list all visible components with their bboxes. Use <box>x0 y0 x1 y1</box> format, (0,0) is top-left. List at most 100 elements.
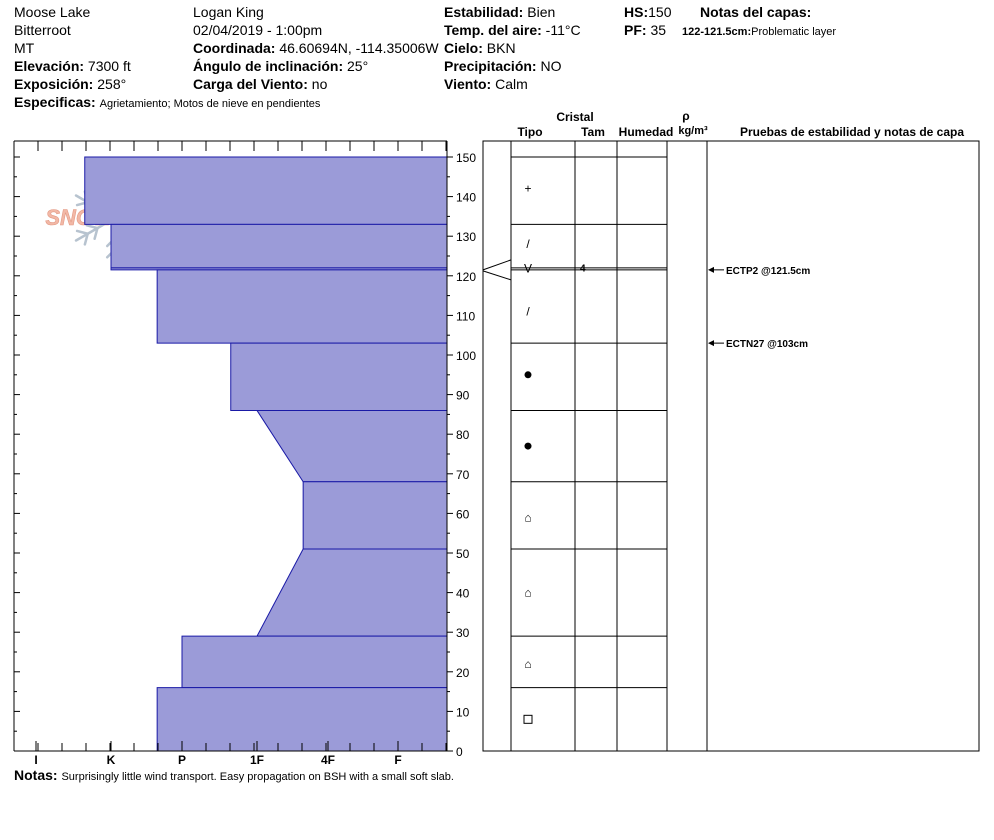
hardness-layer <box>302 481 448 550</box>
height-tick-label: 20 <box>456 666 470 680</box>
hardness-layer <box>156 687 448 752</box>
height-axis: 0 10 20 30 40 50 60 70 80 90 100 110 120 130 140 150 <box>446 141 476 759</box>
height-tick-label: 140 <box>456 191 476 205</box>
hardness-axis: I K P 1F 4F F <box>13 140 447 767</box>
test-label: ECTN27 @103cm <box>726 339 808 350</box>
flake-branch <box>85 224 99 230</box>
hardness-tick-label: F <box>394 753 401 767</box>
layer-note-text: Problematic layer <box>751 26 837 38</box>
coord-value: 46.60694N, -114.35006W <box>279 40 439 56</box>
height-tick-label: 130 <box>456 230 476 244</box>
crystal-symbol: V <box>524 262 532 276</box>
coordinates: Coordinada: 46.60694N, -114.35006W <box>193 40 439 56</box>
date-time: 02/04/2019 - 1:00pm <box>193 22 323 38</box>
crystal-symbol: ⌂ <box>524 586 531 600</box>
crystal-rounded-icon <box>524 442 532 450</box>
table-layer-lines <box>482 156 667 689</box>
penetration-foot: PF: 35 <box>624 22 666 38</box>
hs-value: 150 <box>648 4 672 20</box>
precip-value: NO <box>540 58 562 74</box>
type-header: Tipo <box>517 125 542 139</box>
wind: Viento: Calm <box>444 76 528 92</box>
exposure: Exposición: 258° <box>14 76 126 92</box>
exposure-label: Exposición: <box>14 76 94 92</box>
coord-label: Coordinada: <box>193 40 276 56</box>
height-tick-label: 40 <box>456 587 470 601</box>
precipitation: Precipitación: NO <box>444 58 561 74</box>
rho-header: ρ <box>682 109 689 123</box>
hardness-layer <box>181 635 448 689</box>
layer-notes-label: Notas del capas: <box>700 4 812 20</box>
state-name: MT <box>14 40 35 56</box>
tests-header: Pruebas de estabilidad y notas de capa <box>740 125 964 139</box>
crystal-header: Cristal <box>556 110 593 124</box>
flake-branch <box>83 232 89 246</box>
hardness-layer <box>84 156 448 225</box>
observer-name: Logan King <box>193 4 264 20</box>
stability-value: Bien <box>527 4 556 20</box>
hardness-layer <box>110 223 448 269</box>
notes: Notas: Surprisingly little wind transpor… <box>14 767 454 785</box>
height-tick-label: 0 <box>456 745 463 759</box>
notes-value: Surprisingly little wind transport. Easy… <box>61 771 454 783</box>
slope-label: Ángulo de inclinación: <box>193 58 344 74</box>
pf-label: PF: <box>624 22 647 38</box>
height-tick-label: 90 <box>456 389 470 403</box>
height-tick-label: 70 <box>456 468 470 482</box>
height-tick-label: 120 <box>456 270 476 284</box>
height-tick-label: 80 <box>456 428 470 442</box>
layer-note: 122-121.5cm:Problematic layer <box>682 24 836 40</box>
height-tick-label: 60 <box>456 507 470 521</box>
exposure-value: 258° <box>97 76 127 92</box>
moisture-header: Humedad <box>619 125 674 139</box>
crystal-symbol: / <box>526 237 530 251</box>
sky-label: Cielo: <box>444 40 483 56</box>
specifics: Especificas: Agrietamiento; Motos de nie… <box>14 94 320 112</box>
hardness-tick-label: I <box>34 753 37 767</box>
test-label: ECTP2 @121.5cm <box>726 266 810 277</box>
range-name: Bitterroot <box>14 22 71 38</box>
layer-note-range: 122-121.5cm: <box>682 26 752 38</box>
hardness-layer <box>230 342 448 411</box>
stability-tests: ECTP2 @121.5cm ECTN27 @103cm <box>708 266 810 350</box>
stability: Estabilidad: Bien <box>444 4 555 20</box>
wind-label: Viento: <box>444 76 492 92</box>
elevation-label: Elevación: <box>14 58 85 74</box>
location-name: Moose Lake <box>14 4 91 20</box>
slope-angle: Ángulo de inclinación: 25° <box>193 58 368 74</box>
crystal-symbol: / <box>526 304 530 318</box>
height-tick-label: 110 <box>456 309 475 323</box>
flake-branch <box>93 226 99 241</box>
air-temp-value: -11°C <box>545 22 581 38</box>
specifics-value: Agrietamiento; Motos de nieve en pendien… <box>99 98 321 110</box>
hardness-layer <box>156 269 448 344</box>
air-temp: Temp. del aire: -11°C <box>444 22 581 38</box>
height-tick-label: 10 <box>456 705 470 719</box>
hardness-tick-label: K <box>107 753 116 767</box>
notes-label: Notas: <box>14 767 58 783</box>
sky: Cielo: BKN <box>444 40 516 56</box>
test-arrow-icon <box>708 266 714 273</box>
layer-table <box>482 140 980 752</box>
connector-line <box>482 259 512 271</box>
hardness-tick-label: P <box>178 753 186 767</box>
sky-value: BKN <box>486 40 516 56</box>
stability-label: Estabilidad: <box>444 4 524 20</box>
connector-line <box>482 270 512 281</box>
crystal-symbol: ⌂ <box>524 657 531 671</box>
crystal-symbols: + / V 4 / ⌂ ⌂ ⌂ <box>523 182 586 724</box>
crystal-symbol: + <box>524 182 531 196</box>
height-tick-label: 100 <box>456 349 476 363</box>
wind-load-value: no <box>311 76 328 92</box>
wind-load: Carga del Viento: no <box>193 76 327 92</box>
precip-label: Precipitación: <box>444 58 537 74</box>
hardness-tick-label: 1F <box>250 753 264 767</box>
height-tick-label: 50 <box>456 547 470 561</box>
slope-value: 25° <box>347 58 369 74</box>
wind-value: Calm <box>495 76 528 92</box>
crystal-symbol: ⌂ <box>524 510 531 524</box>
hardness-tick-label: 4F <box>321 753 335 767</box>
hardness-layer <box>256 548 448 637</box>
pf-value: 35 <box>650 22 667 38</box>
